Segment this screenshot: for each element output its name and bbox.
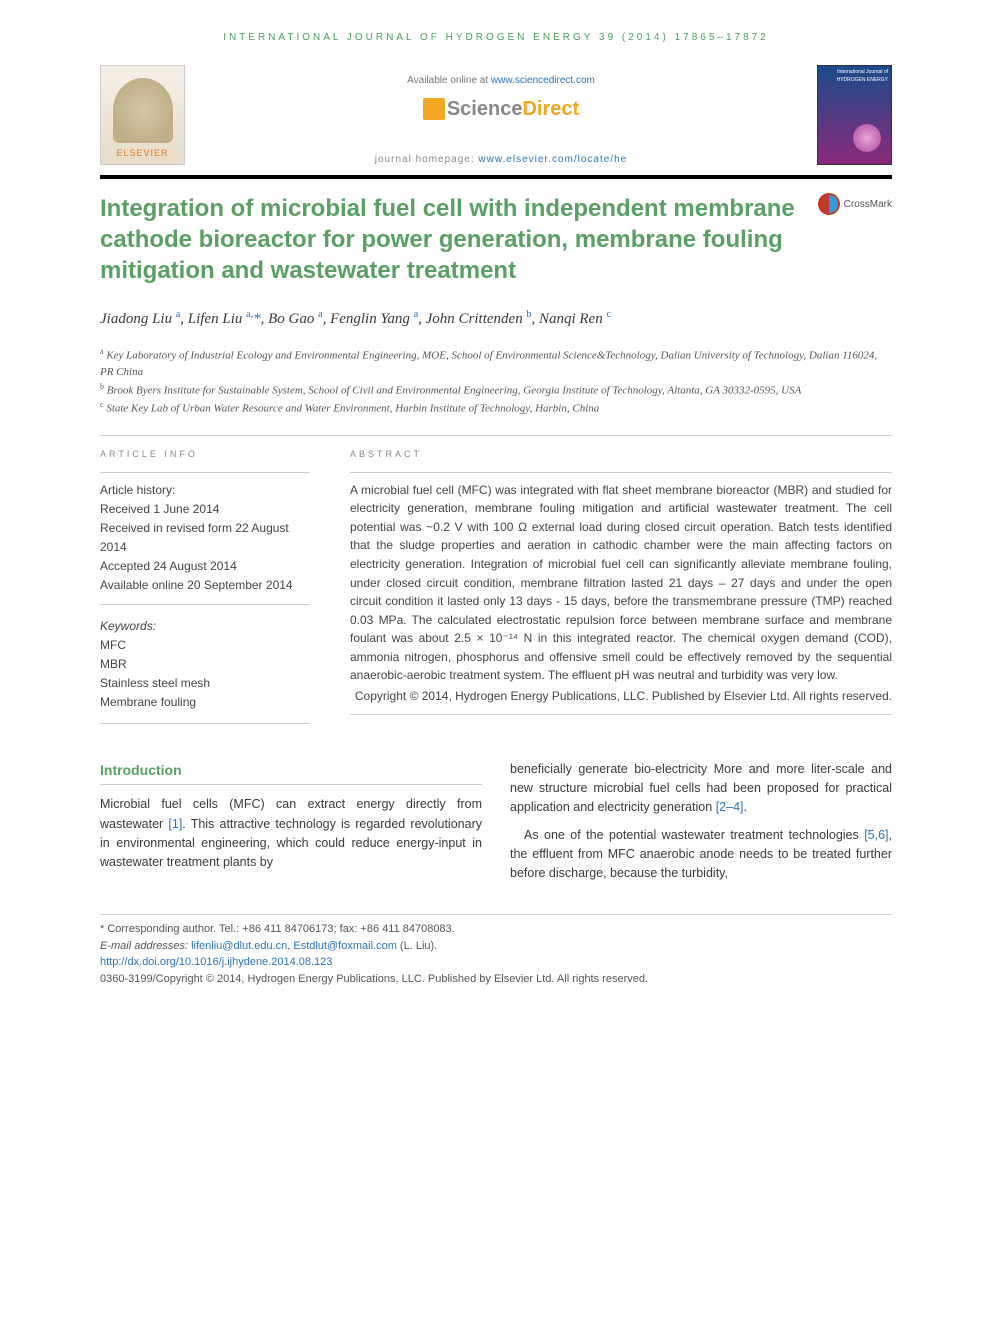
journal-prefix: journal homepage: — [375, 154, 479, 165]
elsevier-label: ELSEVIER — [116, 147, 168, 161]
running-header: INTERNATIONAL JOURNAL OF HYDROGEN ENERGY… — [100, 30, 892, 45]
history-title: Article history: — [100, 481, 310, 500]
corresponding-author: * Corresponding author. Tel.: +86 411 84… — [100, 921, 892, 938]
affil-c: c State Key Lab of Urban Water Resource … — [100, 399, 892, 417]
sd-science-text: Science — [447, 98, 523, 120]
sciencedirect-logo[interactable]: ScienceDirect — [423, 94, 579, 124]
article-info-col: ARTICLE INFO Article history: Received 1… — [100, 448, 310, 724]
affil-a: a Key Laboratory of Industrial Ecology a… — [100, 346, 892, 381]
abstract-copyright: Copyright © 2014, Hydrogen Energy Public… — [350, 687, 892, 706]
sd-direct-text: Direct — [522, 98, 579, 120]
article-info-label: ARTICLE INFO — [100, 448, 310, 462]
email-line: E-mail addresses: lifenliu@dlut.edu.cn, … — [100, 938, 892, 955]
keyword-item: Membrane fouling — [100, 693, 310, 712]
history-received: Received 1 June 2014 — [100, 500, 310, 519]
ref-link-1[interactable]: [1] — [168, 817, 182, 831]
affil-b: b Brook Byers Institute for Sustainable … — [100, 381, 892, 399]
issn-copyright: 0360-3199/Copyright © 2014, Hydrogen Ene… — [100, 971, 892, 988]
footer-block: * Corresponding author. Tel.: +86 411 84… — [100, 914, 892, 987]
body-columns: Introduction Microbial fuel cells (MFC) … — [100, 760, 892, 887]
journal-homepage-line: journal homepage: www.elsevier.com/locat… — [375, 152, 627, 167]
elsevier-logo[interactable]: ELSEVIER — [100, 65, 185, 165]
available-online-line: Available online at www.sciencedirect.co… — [407, 73, 595, 88]
keyword-item: MFC — [100, 636, 310, 655]
intro-para-1: Microbial fuel cells (MFC) can extract e… — [100, 795, 482, 873]
article-title: Integration of microbial fuel cell with … — [100, 193, 798, 287]
intro-para-2: beneficially generate bio-electricity Mo… — [510, 760, 892, 818]
article-history: Article history: Received 1 June 2014 Re… — [100, 472, 310, 605]
masthead: ELSEVIER Available online at www.science… — [100, 65, 892, 167]
masthead-center: Available online at www.sciencedirect.co… — [200, 65, 802, 167]
title-row: Integration of microbial fuel cell with … — [100, 193, 892, 287]
ref-link-5-6[interactable]: [5,6] — [864, 828, 888, 842]
keywords-title: Keywords: — [100, 617, 310, 636]
keywords-block: Keywords: MFC MBR Stainless steel mesh M… — [100, 617, 310, 724]
abstract-text: A microbial fuel cell (MFC) was integrat… — [350, 472, 892, 715]
keyword-item: MBR — [100, 655, 310, 674]
cover-dot-icon — [853, 124, 881, 152]
history-accepted: Accepted 24 August 2014 — [100, 557, 310, 576]
crossmark-badge[interactable]: CrossMark — [818, 193, 892, 215]
history-online: Available online 20 September 2014 — [100, 576, 310, 595]
authors-line: Jiadong Liu a, Lifen Liu a,*, Bo Gao a, … — [100, 307, 892, 331]
keyword-item: Stainless steel mesh — [100, 674, 310, 693]
email-link-1[interactable]: lifenliu@dlut.edu.cn — [191, 940, 287, 952]
abstract-label: ABSTRACT — [350, 448, 892, 462]
info-abstract-row: ARTICLE INFO Article history: Received 1… — [100, 435, 892, 724]
divider-thick — [100, 175, 892, 179]
journal-cover-icon[interactable]: International Journal of HYDROGEN ENERGY — [817, 65, 892, 165]
doi-link[interactable]: http://dx.doi.org/10.1016/j.ijhydene.201… — [100, 956, 332, 968]
intro-heading: Introduction — [100, 760, 482, 786]
ref-link-2-4[interactable]: [2–4] — [716, 800, 744, 814]
elsevier-tree-icon — [113, 78, 173, 143]
affiliations: a Key Laboratory of Industrial Ecology a… — [100, 346, 892, 417]
intro-para-3: As one of the potential wastewater treat… — [510, 826, 892, 884]
email-link-2[interactable]: Estdlut@foxmail.com — [293, 940, 396, 952]
crossmark-label: CrossMark — [844, 197, 892, 212]
crossmark-icon — [818, 193, 840, 215]
journal-homepage-link[interactable]: www.elsevier.com/locate/he — [478, 154, 627, 165]
page-container: INTERNATIONAL JOURNAL OF HYDROGEN ENERGY… — [0, 0, 992, 1017]
sciencedirect-link[interactable]: www.sciencedirect.com — [491, 75, 595, 86]
sd-chair-icon — [423, 98, 445, 120]
cover-title: International Journal of HYDROGEN ENERGY — [818, 66, 891, 87]
history-revised: Received in revised form 22 August 2014 — [100, 519, 310, 557]
abstract-col: ABSTRACT A microbial fuel cell (MFC) was… — [350, 448, 892, 724]
available-prefix: Available online at — [407, 75, 491, 86]
